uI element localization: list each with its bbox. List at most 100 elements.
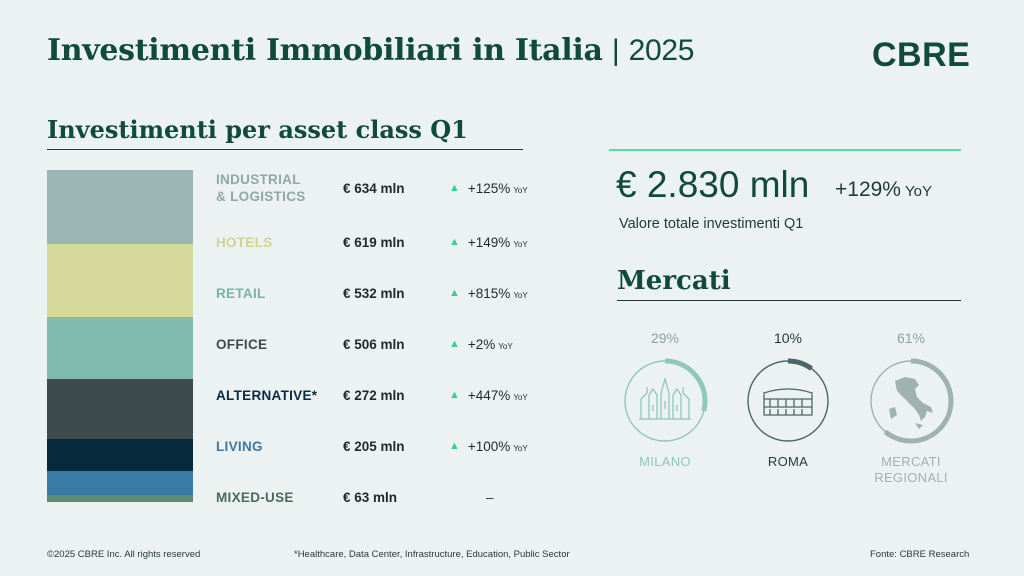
- total-yoy-label: YoY: [904, 183, 932, 200]
- bar-segment: [47, 470, 193, 496]
- asset-class-change: ▲ +149% YoY: [449, 224, 528, 260]
- asset-class-change: ▲ +100% YoY: [449, 428, 528, 464]
- asset-class-value: € 205 mln: [343, 438, 405, 454]
- asset-class-name-line1: HOTELS: [216, 234, 273, 250]
- italy-map-icon: [889, 377, 933, 429]
- asset-class-row: RETAIL € 532 mln ▲ +815% YoY: [216, 275, 546, 311]
- asset-class-name: RETAIL: [216, 275, 331, 311]
- market-name-line1: MERCATI: [881, 454, 941, 469]
- yoy-label: YoY: [498, 341, 513, 351]
- yoy-label: YoY: [513, 392, 528, 402]
- asset-class-value: € 619 mln: [343, 234, 405, 250]
- market-mercati: 61% MERCATI REGIONALI: [856, 330, 966, 486]
- market-name: ROMA: [733, 454, 843, 470]
- bar-segment: [47, 494, 193, 503]
- market-name-line1: MILANO: [639, 454, 691, 469]
- change-value: +100%: [467, 438, 511, 454]
- up-triangle-icon: ▲: [449, 389, 460, 401]
- asset-class-value: € 272 mln: [343, 387, 405, 403]
- bar-segment: [47, 316, 193, 380]
- asset-class-row: OFFICE € 506 mln ▲ +2% YoY: [216, 326, 546, 362]
- cbre-logo: CBRE: [872, 36, 971, 74]
- up-triangle-icon: ▲: [449, 287, 460, 299]
- asset-class-name-line1: MIXED-USE: [216, 489, 294, 505]
- colosseum-icon: [763, 388, 813, 416]
- bar-segment: [47, 379, 193, 440]
- asset-class-name: MIXED-USE: [216, 479, 331, 515]
- total-change-value: +129%: [835, 178, 901, 201]
- total-yoy-change: +129% YoY: [835, 178, 932, 202]
- market-share-label: 29%: [650, 330, 680, 346]
- market-share-label: 10%: [773, 330, 803, 346]
- change-value: +125%: [467, 180, 511, 196]
- market-donut: [868, 358, 954, 444]
- yoy-label: YoY: [513, 290, 528, 300]
- page-title: Investimenti Immobiliari in Italia | 202…: [47, 33, 694, 68]
- asset-class-change: ▲ +125% YoY: [449, 170, 528, 206]
- stacked-bar-chart: [47, 170, 193, 503]
- market-milano: 29% MILANO: [610, 330, 720, 470]
- yoy-label: YoY: [513, 239, 528, 249]
- asset-class-name: OFFICE: [216, 326, 331, 362]
- title-separator: |: [611, 34, 620, 67]
- yoy-label: YoY: [513, 443, 528, 453]
- footer-source: Fonte: CBRE Research: [870, 549, 970, 560]
- divider: [47, 149, 523, 150]
- asset-class-row: INDUSTRIAL & LOGISTICS € 634 mln ▲ +125% YoY: [216, 170, 546, 206]
- asset-class-row: LIVING € 205 mln ▲ +100% YoY: [216, 428, 546, 464]
- market-donut: [745, 358, 831, 444]
- asset-class-change: ▲ +447% YoY: [449, 377, 528, 413]
- change-value: –: [486, 489, 494, 505]
- asset-class-name-line1: LIVING: [216, 438, 263, 454]
- yoy-label: YoY: [513, 185, 528, 195]
- bar-segment: [47, 244, 193, 318]
- market-share-label: 61%: [896, 330, 926, 346]
- asset-class-row: ALTERNATIVE* € 272 mln ▲ +447% YoY: [216, 377, 546, 413]
- asset-class-name-line1: ALTERNATIVE*: [216, 387, 318, 403]
- section-title-asset-class: Investimenti per asset class Q1: [47, 115, 468, 144]
- total-caption: Valore totale investimenti Q1: [619, 216, 804, 232]
- donut-arc: [868, 358, 954, 444]
- asset-class-row: MIXED-USE € 63 mln –: [216, 479, 546, 515]
- milan-cathedral-icon: [639, 376, 691, 420]
- change-value: +149%: [467, 234, 511, 250]
- up-triangle-icon: ▲: [449, 440, 460, 452]
- section-title-markets: Mercati: [617, 266, 731, 296]
- asset-class-change: ▲ +815% YoY: [449, 275, 528, 311]
- asset-class-value: € 63 mln: [343, 489, 398, 505]
- change-value: +815%: [467, 285, 511, 301]
- asset-class-name-line1: RETAIL: [216, 285, 266, 301]
- donut-arc: [745, 358, 831, 444]
- up-triangle-icon: ▲: [449, 236, 460, 248]
- market-donut: [622, 358, 708, 444]
- up-triangle-icon: ▲: [449, 182, 460, 194]
- title-text: Investimenti Immobiliari in Italia: [47, 33, 603, 68]
- asset-class-name-line1: INDUSTRIAL: [216, 172, 301, 187]
- asset-class-name: LIVING: [216, 428, 331, 464]
- asset-class-name: HOTELS: [216, 224, 331, 260]
- bar-segment: [47, 170, 193, 245]
- market-name: MERCATI REGIONALI: [856, 454, 966, 486]
- asset-class-name: ALTERNATIVE*: [216, 377, 331, 413]
- asset-class-change: ▲ +2% YoY: [449, 326, 513, 362]
- footer-footnote: *Healthcare, Data Center, Infrastructure…: [294, 549, 570, 560]
- market-name-line1: ROMA: [767, 454, 809, 469]
- title-year: 2025: [628, 34, 695, 67]
- asset-class-name: INDUSTRIAL & LOGISTICS: [216, 170, 331, 206]
- accent-divider: [609, 149, 961, 151]
- asset-class-row: HOTELS € 619 mln ▲ +149% YoY: [216, 224, 546, 260]
- asset-class-name-line2: & LOGISTICS: [216, 189, 306, 204]
- asset-class-value: € 532 mln: [343, 285, 405, 301]
- donut-arc: [622, 358, 708, 444]
- bar-segment: [47, 438, 193, 472]
- change-value: +2%: [467, 336, 496, 352]
- footer-copyright: ©2025 CBRE Inc. All rights reserved: [47, 549, 201, 560]
- change-value: +447%: [467, 387, 511, 403]
- market-roma: 10% ROMA: [733, 330, 843, 470]
- up-triangle-icon: ▲: [449, 338, 460, 350]
- asset-class-value: € 634 mln: [343, 180, 405, 196]
- market-name: MILANO: [610, 454, 720, 470]
- asset-class-name-line1: OFFICE: [216, 336, 268, 352]
- divider: [617, 300, 961, 301]
- total-investment-value: € 2.830 mln: [616, 164, 810, 205]
